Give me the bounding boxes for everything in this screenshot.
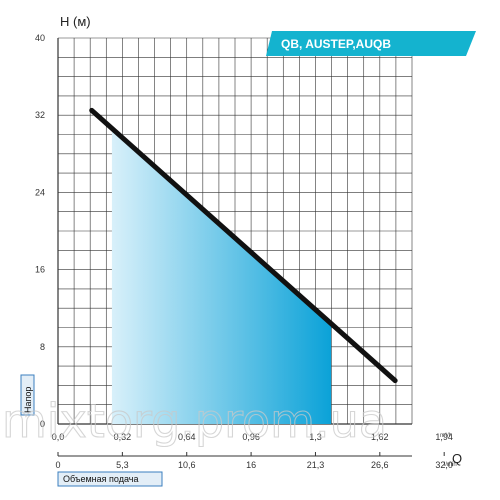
x-tick-label-lmin: 32,0	[435, 460, 453, 470]
x-tick-labels-lmin: 0 5,3 10,6 16 21,3 26,6 32,0	[55, 452, 453, 470]
y-axis-title: H (м)	[60, 14, 91, 29]
y-tick-label: 40	[35, 33, 45, 43]
x-tick-label-lmin: 21,3	[307, 460, 325, 470]
x-unit-m3h: m³/h	[440, 433, 452, 439]
x-axis-title: Q	[452, 451, 462, 466]
x-tick-label-m3h: 0,64	[178, 432, 196, 442]
watermark: mixtorg.prom.ua	[2, 394, 387, 448]
y-tick-label: 16	[35, 265, 45, 275]
x-tick-label-lmin: 26,6	[371, 460, 389, 470]
x-tick-label-m3h: 0,0	[52, 432, 65, 442]
y-tick-label: 8	[40, 342, 45, 352]
chart-title: QB, AUSTEP,AUQB	[281, 37, 391, 51]
bottom-label: Объемная подача	[57, 471, 163, 487]
x-tick-label-lmin: 16	[246, 460, 256, 470]
head-side-label: Напор	[23, 387, 33, 413]
y-tick-labels: 0 8 16 24 32 40	[35, 33, 45, 429]
x-tick-label-m3h: 1,94	[435, 432, 453, 442]
y-tick-label: 32	[35, 110, 45, 120]
flow-box-label: Объемная подача	[63, 474, 138, 484]
pump-curve-line	[89, 107, 398, 384]
left-side-label: Напор	[20, 374, 35, 416]
x-tick-label-lmin: 0	[55, 460, 60, 470]
x-tick-label-lmin: 10,6	[178, 460, 196, 470]
y-tick-label: 24	[35, 187, 45, 197]
x-unit-lmin: l/min	[444, 462, 457, 468]
x-tick-label-m3h: 1,62	[371, 432, 389, 442]
x-tick-label-lmin: 5,3	[116, 460, 129, 470]
working-range-area	[111, 128, 332, 424]
x-tick-label-m3h: 0,32	[114, 432, 132, 442]
title-badge: QB, AUSTEP,AUQB	[266, 31, 476, 56]
y-tick-label: 0	[40, 419, 45, 429]
x-tick-labels-m3h: 0,0 0,32 0,64 0,96 1,3 1,62 1,94	[52, 432, 453, 442]
x-tick-label-m3h: 1,3	[309, 432, 322, 442]
x-tick-label-m3h: 0,96	[242, 432, 260, 442]
